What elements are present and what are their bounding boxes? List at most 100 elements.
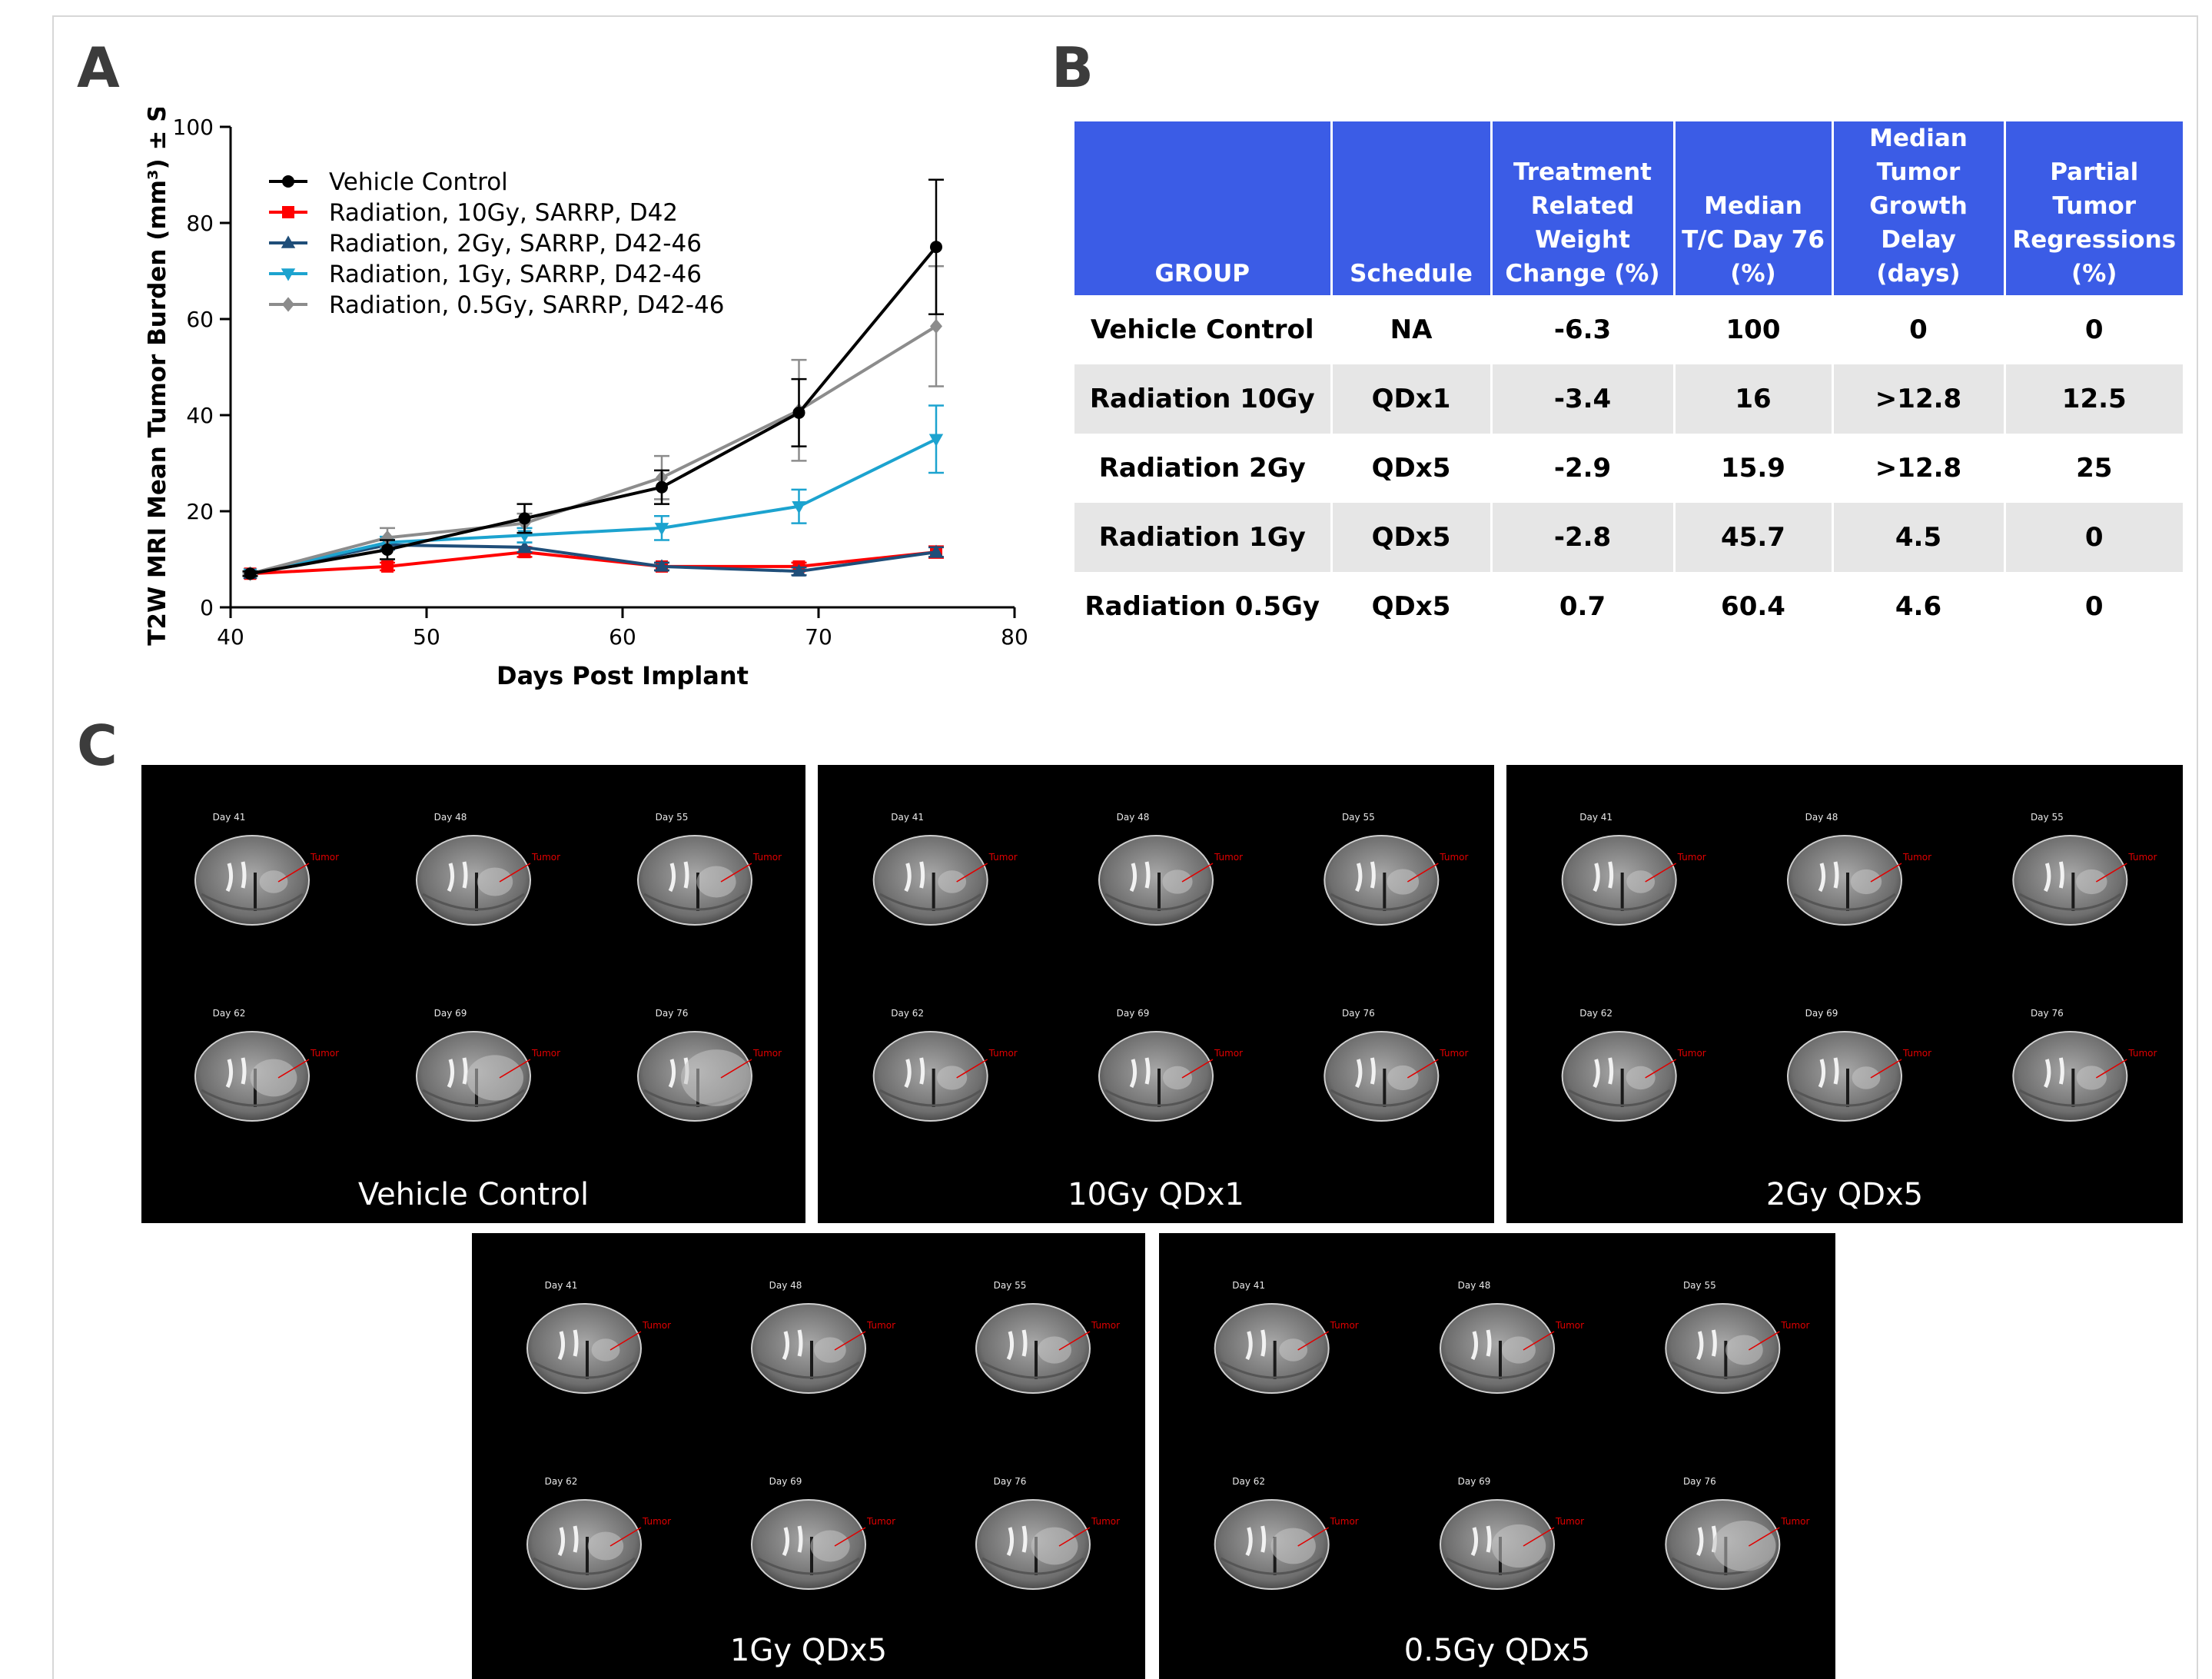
brain-ventricle xyxy=(919,1057,925,1085)
brain-ventricle xyxy=(557,1331,566,1361)
tumor-region xyxy=(938,870,967,893)
tumor-label: Tumor xyxy=(1439,1048,1468,1059)
tumor-label: Tumor xyxy=(1091,1320,1120,1331)
series-2 xyxy=(242,537,944,580)
day-label: Day 62 xyxy=(1232,1476,1265,1487)
tumor-region xyxy=(1725,1335,1763,1365)
brain-ventricle xyxy=(1608,861,1614,889)
tumor-region xyxy=(591,1338,620,1361)
brain-ventricle xyxy=(1818,863,1826,893)
brain-fold xyxy=(201,893,304,911)
y-tick-label: 40 xyxy=(186,403,214,428)
mri-brain-scans: Day 41 Tumor Day 48 Tumor Day 55 Tumor Day 62 T… xyxy=(1561,812,2157,1122)
brain-ventricle xyxy=(1608,1057,1614,1085)
mri-brain-slice: Day 62 Tumor xyxy=(872,1008,1018,1122)
data-point xyxy=(244,567,257,580)
brain-fold xyxy=(1793,1089,1896,1107)
tumor-label: Tumor xyxy=(1555,1320,1584,1331)
mri-brain-slice: Day 76 Tumor xyxy=(1665,1476,1809,1590)
tumor-label: Tumor xyxy=(310,852,339,863)
table-header-cell: Partial Tumor Regressions (%) xyxy=(2003,121,2183,295)
mri-brain-slice: Day 55 Tumor xyxy=(637,812,782,926)
brain-ventricle xyxy=(1370,1057,1376,1085)
tumor-label: Tumor xyxy=(1214,852,1243,863)
table-cell: 12.5 xyxy=(2003,364,2183,434)
brain-fold xyxy=(533,1361,636,1379)
tumor-region xyxy=(1712,1521,1776,1571)
legend-label: Radiation, 10Gy, SARRP, D42 xyxy=(329,199,678,227)
table-cell: -2.8 xyxy=(1490,503,1674,572)
brain-ventricle xyxy=(782,1527,790,1557)
table-cell: 100 xyxy=(1672,295,1832,364)
mri-caption: 10Gy QDx1 xyxy=(1068,1177,1244,1212)
table-header-cell: Schedule xyxy=(1330,121,1491,295)
tumor-label: Tumor xyxy=(642,1320,671,1331)
brain-fold xyxy=(1567,1089,1671,1107)
tumor-region xyxy=(1626,870,1656,893)
tumor-region xyxy=(1626,1066,1656,1090)
brain-ventricle xyxy=(573,1329,579,1357)
y-tick-label: 0 xyxy=(200,595,214,620)
tumor-region xyxy=(1387,869,1420,895)
tumor-arrow xyxy=(2095,863,2127,883)
brain-ventricle xyxy=(1144,1057,1151,1085)
brain-ventricle xyxy=(1833,1057,1839,1085)
mri-brain-slice: Day 69 Tumor xyxy=(751,1476,895,1590)
day-label: Day 41 xyxy=(545,1280,578,1291)
brain-fold xyxy=(1671,1361,1775,1379)
day-label: Day 69 xyxy=(1117,1008,1150,1019)
brain-ventricle xyxy=(1486,1329,1492,1357)
tumor-region xyxy=(810,1530,850,1562)
tumor-arrow xyxy=(834,1331,866,1351)
brain-outline xyxy=(751,1499,866,1590)
tumor-region xyxy=(2076,869,2107,895)
tumor-label: Tumor xyxy=(310,1048,339,1059)
brain-ventricle xyxy=(573,1525,579,1553)
mri-brain-slice: Day 48 Tumor xyxy=(1098,812,1243,926)
brain-fold xyxy=(1104,1089,1207,1107)
x-tick-label: 80 xyxy=(1001,624,1028,650)
mri-brain-scans: Day 41 Tumor Day 48 Tumor Day 55 Tumor Day 62 T… xyxy=(1214,1280,1809,1590)
tumor-region xyxy=(2076,1066,2107,1090)
day-label: Day 76 xyxy=(656,1008,689,1019)
panel-letter-c: C xyxy=(77,713,118,778)
brain-fold xyxy=(422,893,525,911)
tumor-arrow xyxy=(1297,1331,1330,1351)
brain-fold xyxy=(2018,893,2122,911)
table-cell: QDx5 xyxy=(1330,503,1491,572)
brain-ventricle xyxy=(797,1329,803,1357)
tumor-region xyxy=(1502,1336,1536,1364)
tumor-arrow xyxy=(720,1059,752,1079)
series-line xyxy=(250,543,937,576)
brain-ventricle xyxy=(241,861,247,889)
mri-brain-slice: Day 48 Tumor xyxy=(751,1280,895,1394)
tumor-arrow xyxy=(956,863,988,883)
brain-ventricle xyxy=(1021,1329,1028,1357)
day-label: Day 55 xyxy=(1342,812,1375,823)
table-row: Radiation 10Gy QDx1 -3.4 16 >12.8 12.5 xyxy=(1074,364,2183,434)
table-cell: 4.6 xyxy=(1831,572,2004,641)
mri-caption: 2Gy QDx5 xyxy=(1765,1177,1924,1212)
tumor-arrow xyxy=(277,1059,310,1079)
tumor-region xyxy=(681,1049,752,1106)
data-point xyxy=(381,544,394,556)
brain-ventricle xyxy=(797,1525,803,1553)
brain-fold xyxy=(1104,893,1207,911)
tumor-label: Tumor xyxy=(1091,1516,1120,1527)
table-row: Radiation 2Gy QDx5 -2.9 15.9 >12.8 25 xyxy=(1074,434,2183,503)
legend-marker xyxy=(282,206,294,218)
mri-panel-vehicle-control: Day 41 Tumor Day 48 Tumor Day 55 Tumor Day 62 T… xyxy=(141,765,805,1223)
brain-outline xyxy=(1324,1031,1440,1122)
panel-letter-a: A xyxy=(77,35,120,100)
tumor-label: Tumor xyxy=(2127,852,2157,863)
mri-caption: 1Gy QDx5 xyxy=(729,1633,888,1668)
brain-ventricle xyxy=(782,1331,790,1361)
tumor-label: Tumor xyxy=(531,852,560,863)
legend-label: Radiation, 2Gy, SARRP, D42-46 xyxy=(329,230,702,258)
day-label: Day 55 xyxy=(1683,1280,1716,1291)
brain-ventricle xyxy=(668,863,676,893)
day-label: Day 55 xyxy=(656,812,689,823)
brain-ventricle xyxy=(1260,1525,1267,1553)
legend-marker xyxy=(281,235,296,248)
brain-outline xyxy=(1561,1031,1677,1122)
